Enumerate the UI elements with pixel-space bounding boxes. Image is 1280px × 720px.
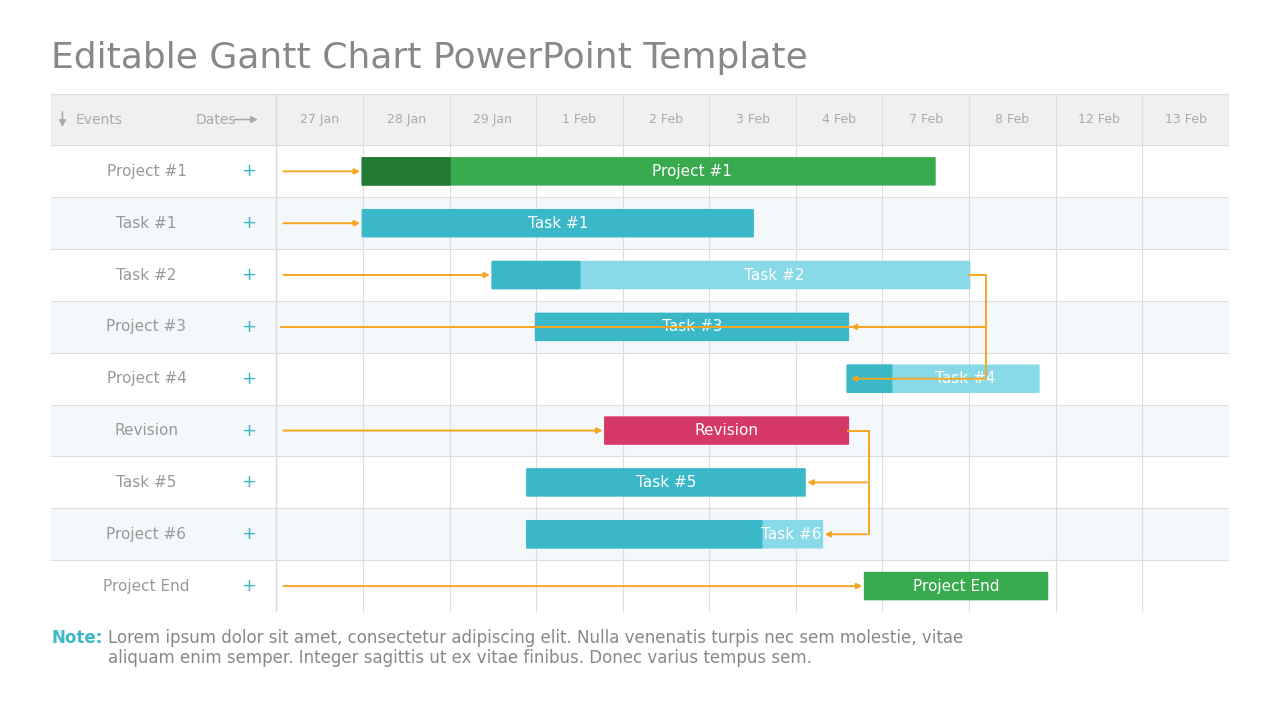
- Text: +: +: [241, 526, 256, 544]
- Text: +: +: [241, 215, 256, 232]
- Text: 29 Jan: 29 Jan: [474, 113, 512, 126]
- FancyBboxPatch shape: [535, 312, 849, 341]
- Text: Editable Gantt Chart PowerPoint Template: Editable Gantt Chart PowerPoint Template: [51, 40, 808, 75]
- Text: 7 Feb: 7 Feb: [909, 113, 943, 126]
- Bar: [51, 94, 1229, 145]
- Text: +: +: [241, 422, 256, 439]
- Text: Dates: Dates: [196, 112, 236, 127]
- Text: 8 Feb: 8 Feb: [996, 113, 1029, 126]
- Text: Task #3: Task #3: [662, 320, 722, 334]
- FancyBboxPatch shape: [864, 572, 1048, 600]
- Text: Task #2: Task #2: [744, 268, 804, 282]
- Text: 28 Jan: 28 Jan: [387, 113, 426, 126]
- Text: +: +: [241, 318, 256, 336]
- Text: Project #1: Project #1: [652, 164, 732, 179]
- Text: +: +: [241, 163, 256, 180]
- Text: Task #2: Task #2: [116, 268, 177, 282]
- FancyBboxPatch shape: [492, 261, 970, 289]
- FancyBboxPatch shape: [492, 261, 581, 289]
- Text: +: +: [241, 370, 256, 387]
- Text: +: +: [241, 266, 256, 284]
- Text: Task #5: Task #5: [636, 475, 696, 490]
- Text: Task #5: Task #5: [116, 475, 177, 490]
- Text: Project #4: Project #4: [106, 372, 187, 386]
- Text: Events: Events: [76, 112, 123, 127]
- Text: Task #4: Task #4: [934, 372, 995, 386]
- Text: 27 Jan: 27 Jan: [300, 113, 339, 126]
- Bar: [51, 508, 1229, 560]
- Text: 13 Feb: 13 Feb: [1165, 113, 1207, 126]
- Text: +: +: [241, 577, 256, 595]
- Text: Task #1: Task #1: [527, 216, 588, 230]
- Bar: [51, 456, 1229, 508]
- Bar: [51, 197, 1229, 249]
- Bar: [51, 301, 1229, 353]
- Text: 1 Feb: 1 Feb: [562, 113, 596, 126]
- Text: Revision: Revision: [695, 423, 759, 438]
- Text: Lorem ipsum dolor sit amet, consectetur adipiscing elit. Nulla venenatis turpis : Lorem ipsum dolor sit amet, consectetur …: [108, 629, 963, 667]
- FancyBboxPatch shape: [362, 157, 936, 186]
- Text: Project End: Project End: [104, 579, 189, 593]
- Text: 2 Feb: 2 Feb: [649, 113, 684, 126]
- Text: +: +: [241, 474, 256, 492]
- Bar: [51, 145, 1229, 197]
- FancyBboxPatch shape: [846, 364, 1039, 393]
- Text: 4 Feb: 4 Feb: [822, 113, 856, 126]
- FancyBboxPatch shape: [526, 520, 823, 549]
- Text: 12 Feb: 12 Feb: [1078, 113, 1120, 126]
- FancyBboxPatch shape: [846, 364, 892, 393]
- Bar: [51, 405, 1229, 456]
- Bar: [51, 353, 1229, 405]
- Bar: [51, 560, 1229, 612]
- Text: Project #1: Project #1: [106, 164, 187, 179]
- Text: 3 Feb: 3 Feb: [736, 113, 769, 126]
- Text: Revision: Revision: [114, 423, 178, 438]
- Text: Project #6: Project #6: [106, 527, 187, 541]
- FancyBboxPatch shape: [526, 520, 763, 549]
- Text: Task #6: Task #6: [762, 527, 822, 541]
- Text: Note:: Note:: [51, 629, 102, 647]
- Text: Task #1: Task #1: [116, 216, 177, 230]
- Text: Project #3: Project #3: [106, 320, 187, 334]
- Text: Project End: Project End: [913, 579, 1000, 593]
- FancyBboxPatch shape: [362, 209, 754, 238]
- FancyBboxPatch shape: [604, 416, 849, 445]
- FancyBboxPatch shape: [526, 468, 806, 497]
- FancyBboxPatch shape: [362, 157, 451, 186]
- Bar: [51, 249, 1229, 301]
